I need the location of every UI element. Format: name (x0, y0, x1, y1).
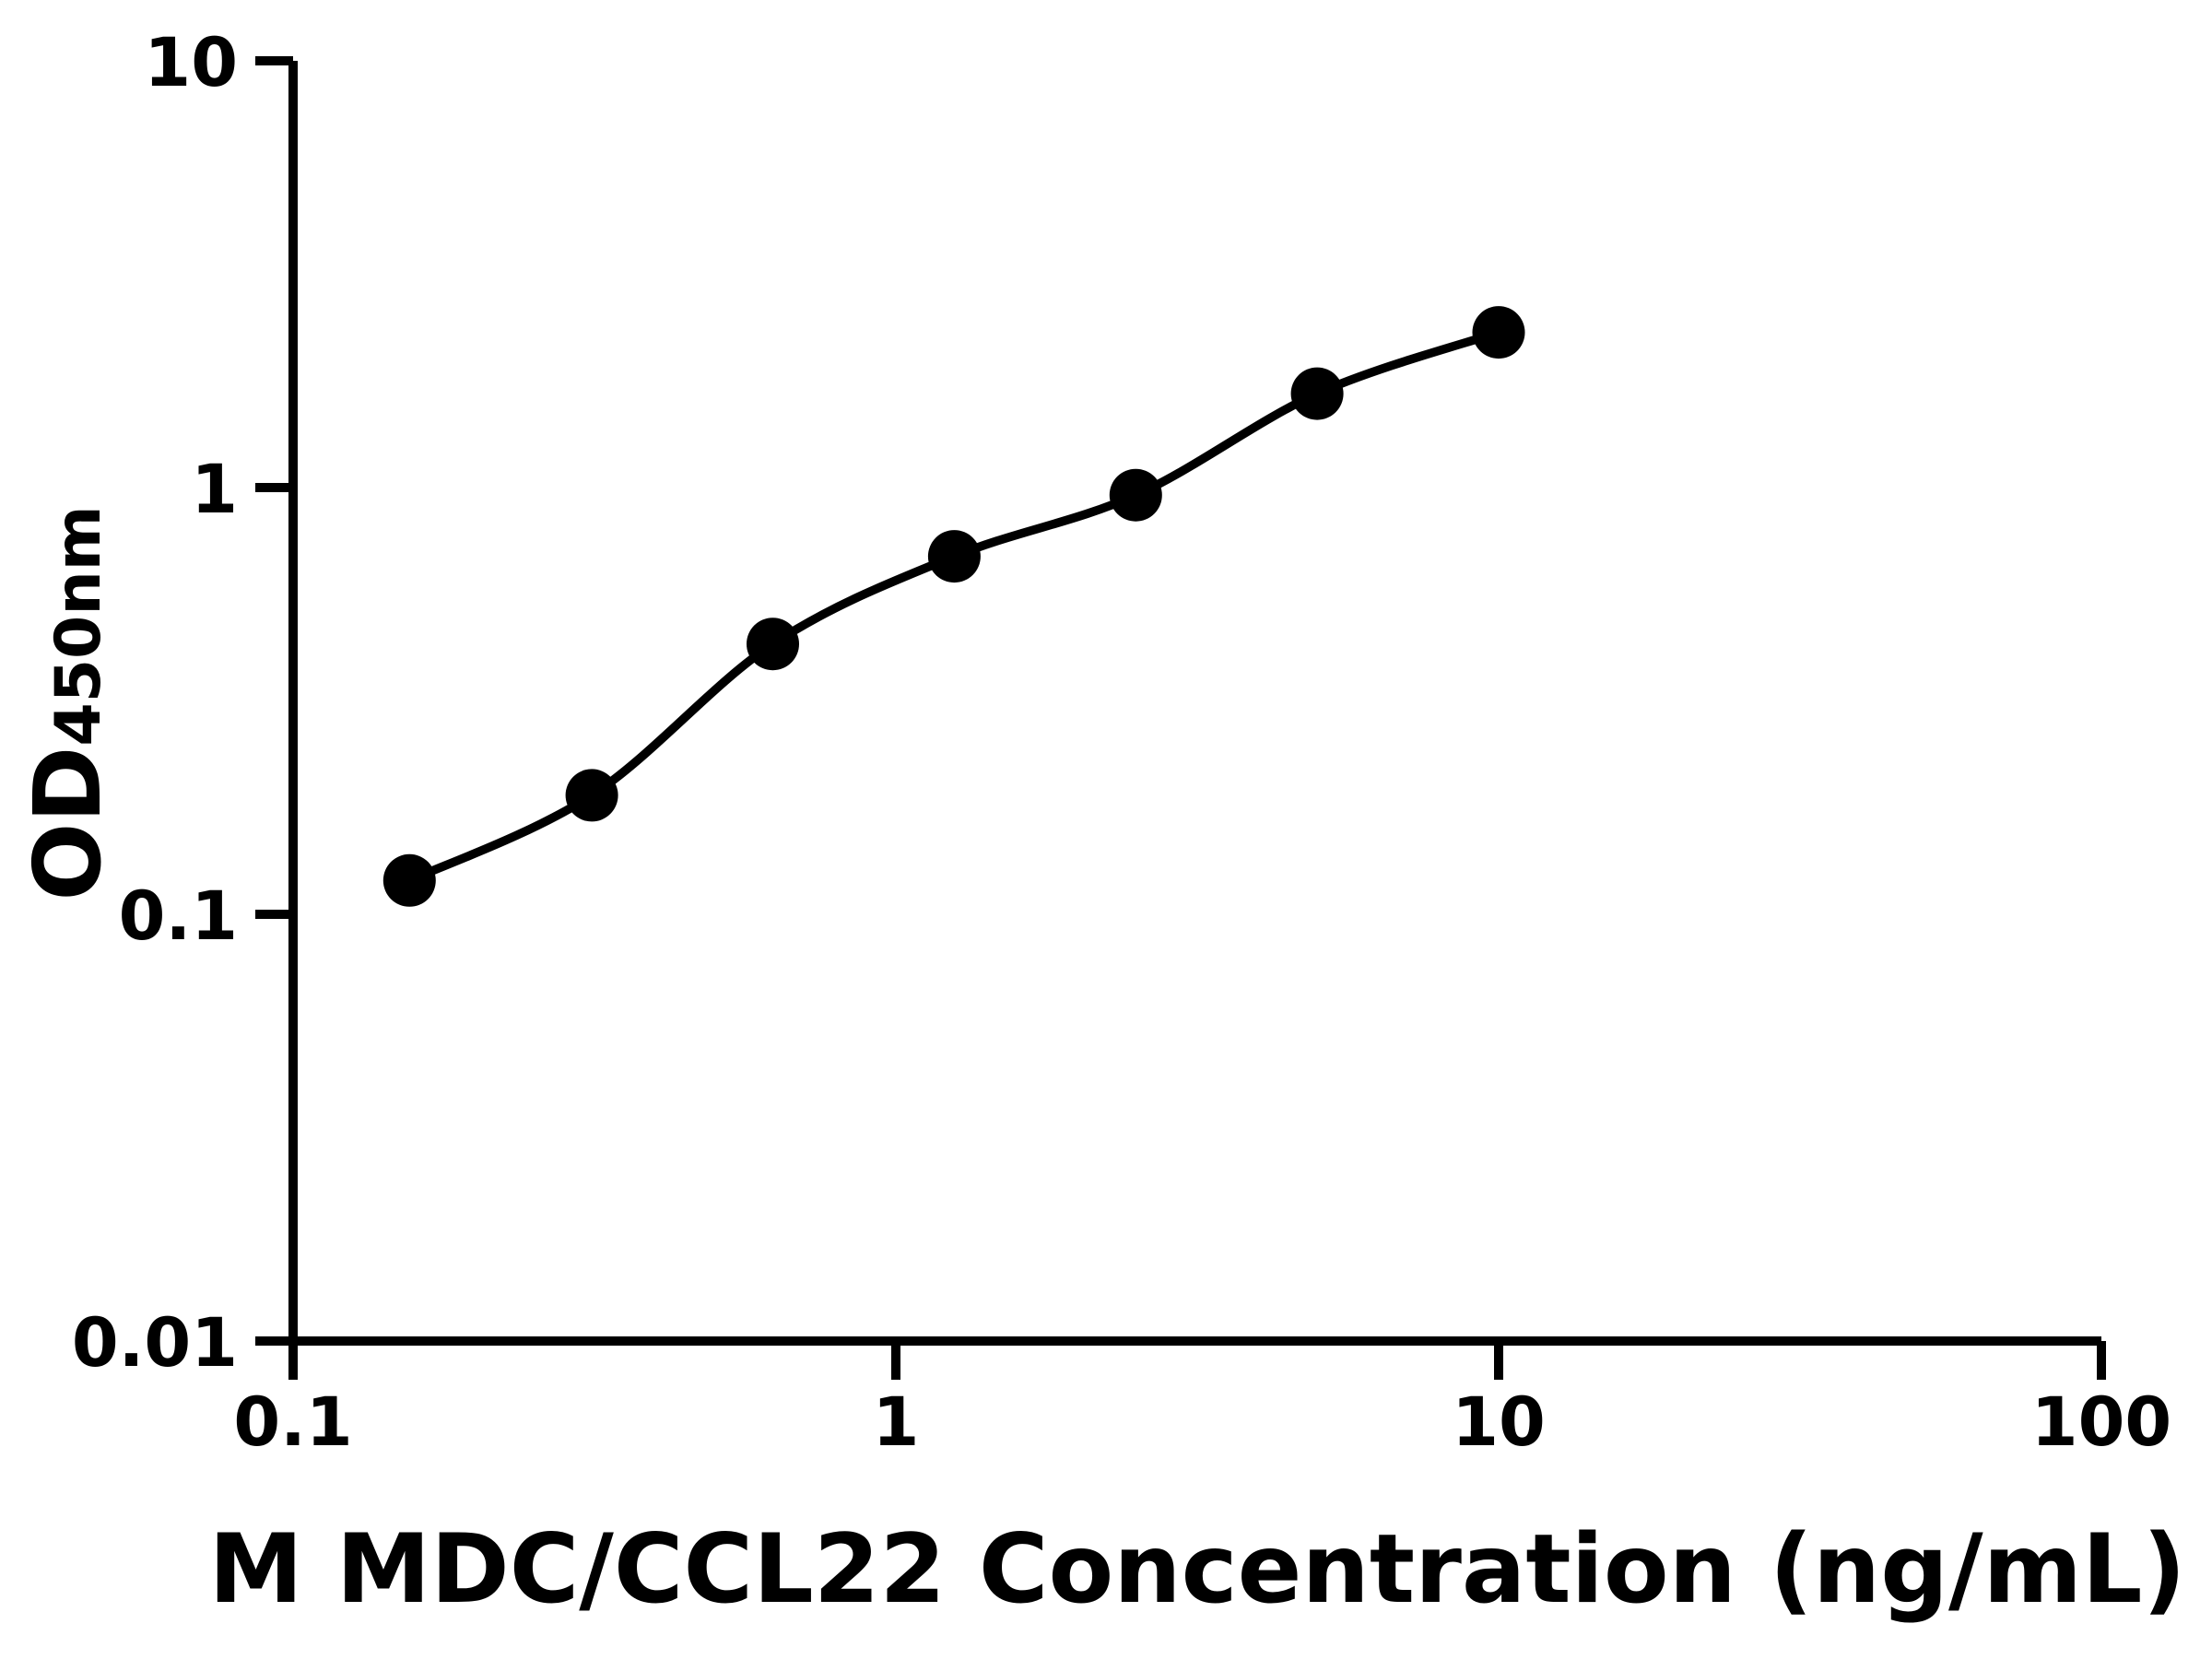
axes-layer (288, 61, 2101, 1346)
data-point-marker (747, 618, 799, 671)
y-tick-label: 0.01 (72, 1304, 238, 1382)
y-tick-label: 10 (144, 24, 238, 102)
x-tick-label: 0.1 (233, 1383, 352, 1462)
y-axis-title-subscript: 450nm (42, 505, 115, 746)
data-point-marker (382, 853, 436, 907)
y-tick-label: 0.1 (119, 877, 238, 956)
x-tick-label: 10 (1452, 1383, 1546, 1462)
x-tick-label: 1 (873, 1383, 920, 1462)
x-tick-label: 100 (2031, 1383, 2171, 1462)
y-axis-title: OD450nm (14, 505, 122, 900)
data-point-marker (927, 530, 981, 583)
data-point-marker (1472, 306, 1525, 359)
y-axis-title-main: OD (14, 747, 122, 901)
data-point-marker (1109, 468, 1162, 522)
series-layer (382, 306, 1525, 907)
x-axis-title: M MDC/CCL22 Concentration (ng/mL) (208, 1514, 2185, 1625)
data-point-marker (565, 769, 618, 822)
axis-spine (288, 61, 2101, 1346)
data-point-marker (1290, 367, 1344, 420)
y-tick-label: 1 (191, 451, 238, 529)
